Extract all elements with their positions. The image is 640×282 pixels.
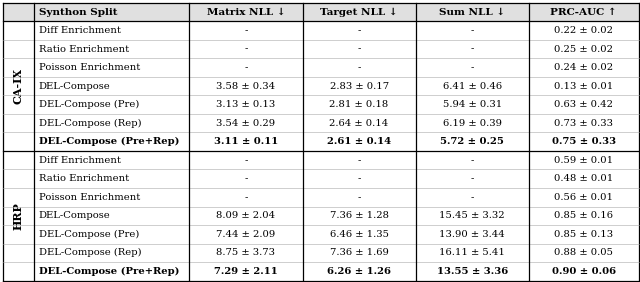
Text: Poisson Enrichment: Poisson Enrichment — [39, 63, 140, 72]
Bar — [34, 40, 639, 58]
Text: 3.54 ± 0.29: 3.54 ± 0.29 — [216, 119, 276, 128]
Text: 0.73 ± 0.33: 0.73 ± 0.33 — [554, 119, 613, 128]
Text: -: - — [470, 193, 474, 202]
Text: 0.13 ± 0.01: 0.13 ± 0.01 — [554, 82, 613, 91]
Text: DEL-Compose (Rep): DEL-Compose (Rep) — [39, 248, 141, 257]
Text: Poisson Enrichment: Poisson Enrichment — [39, 193, 140, 202]
Text: 15.45 ± 3.32: 15.45 ± 3.32 — [440, 211, 505, 220]
Bar — [34, 225, 639, 244]
Bar — [34, 133, 639, 151]
Text: DEL-Compose: DEL-Compose — [39, 211, 111, 220]
Text: 0.25 ± 0.02: 0.25 ± 0.02 — [554, 45, 613, 54]
Text: -: - — [244, 174, 248, 183]
Text: 2.61 ± 0.14: 2.61 ± 0.14 — [327, 137, 391, 146]
Text: -: - — [357, 63, 361, 72]
Text: 0.22 ± 0.02: 0.22 ± 0.02 — [554, 26, 613, 35]
Bar — [34, 3, 639, 21]
Text: Ratio Enrichment: Ratio Enrichment — [39, 45, 129, 54]
Text: 7.44 ± 2.09: 7.44 ± 2.09 — [216, 230, 276, 239]
Bar — [34, 58, 639, 77]
Text: 3.11 ± 0.11: 3.11 ± 0.11 — [214, 137, 278, 146]
Bar — [3, 151, 34, 281]
Text: 0.24 ± 0.02: 0.24 ± 0.02 — [554, 63, 613, 72]
Bar — [34, 188, 639, 206]
Text: -: - — [244, 193, 248, 202]
Text: -: - — [244, 26, 248, 35]
Text: -: - — [244, 156, 248, 165]
Text: Target NLL ↓: Target NLL ↓ — [320, 7, 398, 17]
Text: 3.13 ± 0.13: 3.13 ± 0.13 — [216, 100, 276, 109]
Text: 0.88 ± 0.05: 0.88 ± 0.05 — [554, 248, 613, 257]
Bar — [34, 169, 639, 188]
Bar — [34, 244, 639, 262]
Text: 0.85 ± 0.16: 0.85 ± 0.16 — [554, 211, 613, 220]
Text: 13.55 ± 3.36: 13.55 ± 3.36 — [436, 267, 508, 276]
Text: 0.56 ± 0.01: 0.56 ± 0.01 — [554, 193, 613, 202]
Text: DEL-Compose (Pre): DEL-Compose (Pre) — [39, 100, 139, 109]
Text: -: - — [470, 26, 474, 35]
Text: 2.83 ± 0.17: 2.83 ± 0.17 — [330, 82, 388, 91]
Text: -: - — [244, 63, 248, 72]
Text: 0.75 ± 0.33: 0.75 ± 0.33 — [552, 137, 616, 146]
Text: 2.81 ± 0.18: 2.81 ± 0.18 — [330, 100, 388, 109]
Text: 0.48 ± 0.01: 0.48 ± 0.01 — [554, 174, 613, 183]
Text: 16.11 ± 5.41: 16.11 ± 5.41 — [439, 248, 505, 257]
Bar — [34, 114, 639, 133]
Text: -: - — [244, 45, 248, 54]
Text: 0.85 ± 0.13: 0.85 ± 0.13 — [554, 230, 613, 239]
Text: 6.19 ± 0.39: 6.19 ± 0.39 — [443, 119, 502, 128]
Text: 0.59 ± 0.01: 0.59 ± 0.01 — [554, 156, 613, 165]
Text: DEL-Compose (Pre+Rep): DEL-Compose (Pre+Rep) — [39, 267, 179, 276]
Bar — [34, 206, 639, 225]
Text: 3.58 ± 0.34: 3.58 ± 0.34 — [216, 82, 276, 91]
Text: -: - — [357, 193, 361, 202]
Bar — [34, 21, 639, 40]
Text: Matrix NLL ↓: Matrix NLL ↓ — [207, 8, 285, 17]
Text: 13.90 ± 3.44: 13.90 ± 3.44 — [439, 230, 505, 239]
Text: -: - — [470, 63, 474, 72]
Text: -: - — [357, 45, 361, 54]
Bar — [3, 3, 34, 21]
Text: 2.64 ± 0.14: 2.64 ± 0.14 — [330, 119, 388, 128]
Text: DEL-Compose (Pre+Rep): DEL-Compose (Pre+Rep) — [39, 137, 179, 146]
Text: -: - — [470, 156, 474, 165]
Text: DEL-Compose (Rep): DEL-Compose (Rep) — [39, 119, 141, 128]
Text: Diff Enrichment: Diff Enrichment — [39, 26, 121, 35]
Bar — [34, 151, 639, 169]
Text: HRP: HRP — [13, 202, 24, 230]
Text: -: - — [357, 174, 361, 183]
Text: CA-IX: CA-IX — [13, 68, 24, 104]
Text: Diff Enrichment: Diff Enrichment — [39, 156, 121, 165]
Text: -: - — [470, 174, 474, 183]
Text: 7.36 ± 1.28: 7.36 ± 1.28 — [330, 211, 388, 220]
Bar — [34, 95, 639, 114]
Text: 0.63 ± 0.42: 0.63 ± 0.42 — [554, 100, 613, 109]
Text: PRC-AUC ↑: PRC-AUC ↑ — [550, 8, 617, 17]
Text: 8.09 ± 2.04: 8.09 ± 2.04 — [216, 211, 276, 220]
Text: 6.46 ± 1.35: 6.46 ± 1.35 — [330, 230, 388, 239]
Text: 0.90 ± 0.06: 0.90 ± 0.06 — [552, 267, 616, 276]
Text: Sum NLL ↓: Sum NLL ↓ — [439, 8, 505, 17]
Text: Ratio Enrichment: Ratio Enrichment — [39, 174, 129, 183]
Text: 8.75 ± 3.73: 8.75 ± 3.73 — [216, 248, 275, 257]
Text: 7.36 ± 1.69: 7.36 ± 1.69 — [330, 248, 388, 257]
Bar — [3, 21, 34, 151]
Bar — [34, 262, 639, 281]
Text: -: - — [470, 45, 474, 54]
Text: -: - — [357, 156, 361, 165]
Text: DEL-Compose: DEL-Compose — [39, 82, 111, 91]
Bar — [34, 77, 639, 95]
Text: Synthon Split: Synthon Split — [39, 8, 117, 17]
Text: 6.26 ± 1.26: 6.26 ± 1.26 — [327, 267, 391, 276]
Text: -: - — [357, 26, 361, 35]
Text: DEL-Compose (Pre): DEL-Compose (Pre) — [39, 230, 139, 239]
Text: 5.72 ± 0.25: 5.72 ± 0.25 — [440, 137, 504, 146]
Text: 5.94 ± 0.31: 5.94 ± 0.31 — [443, 100, 502, 109]
Text: 6.41 ± 0.46: 6.41 ± 0.46 — [443, 82, 502, 91]
Text: 7.29 ± 2.11: 7.29 ± 2.11 — [214, 267, 278, 276]
